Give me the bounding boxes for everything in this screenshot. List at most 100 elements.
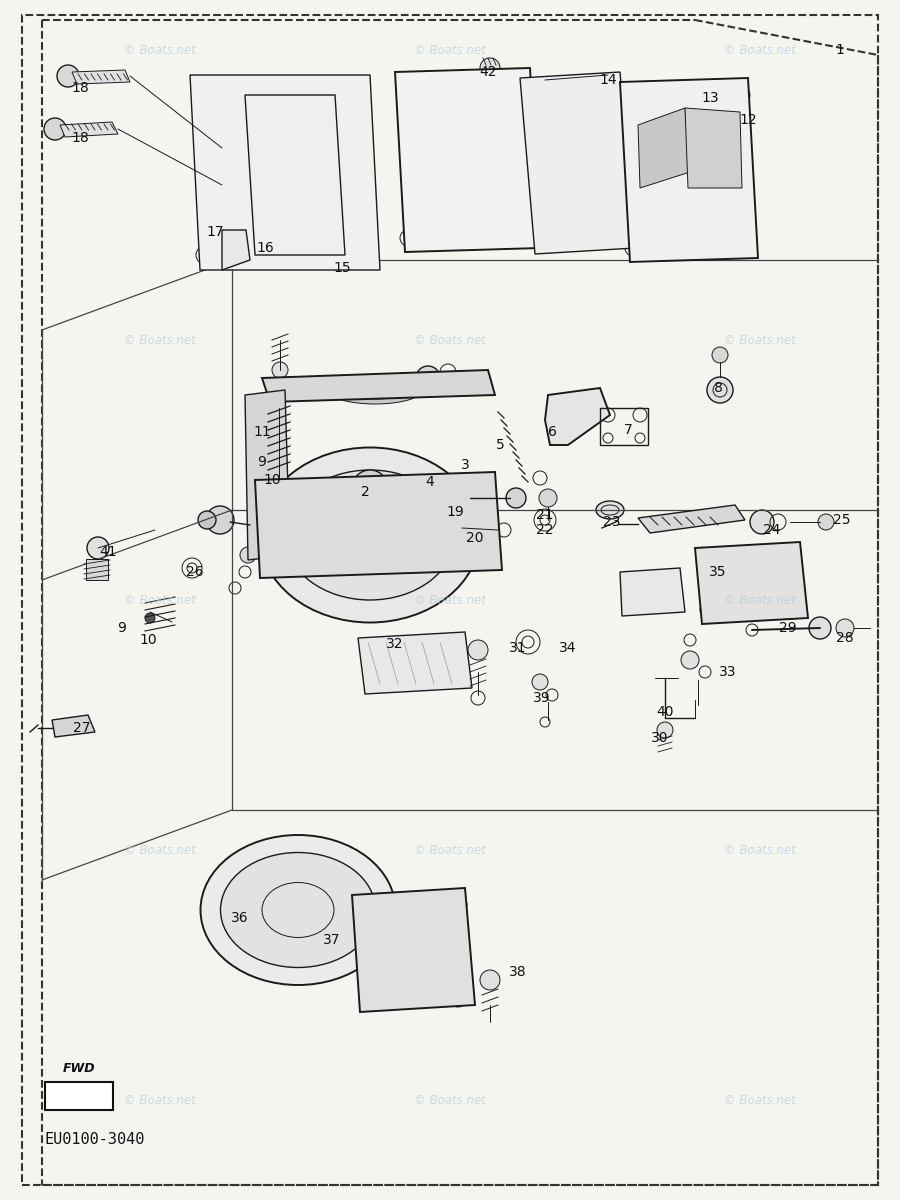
Text: 8: 8 <box>714 382 723 395</box>
Text: 10: 10 <box>140 634 157 647</box>
Polygon shape <box>358 632 472 694</box>
Text: 7: 7 <box>624 422 633 437</box>
Polygon shape <box>222 230 250 270</box>
Text: 31: 31 <box>509 641 526 655</box>
Circle shape <box>480 58 500 78</box>
Text: 24: 24 <box>763 523 781 538</box>
Text: FWD: FWD <box>63 1062 95 1074</box>
Text: 36: 36 <box>231 911 248 925</box>
Text: 41: 41 <box>99 545 117 559</box>
Text: 6: 6 <box>547 425 556 439</box>
Text: 15: 15 <box>333 260 351 275</box>
Polygon shape <box>245 95 345 254</box>
Circle shape <box>44 118 66 140</box>
Text: 18: 18 <box>71 131 89 145</box>
Bar <box>285 120 313 240</box>
Text: 35: 35 <box>709 565 727 578</box>
Circle shape <box>57 65 79 86</box>
Text: 1: 1 <box>835 43 844 56</box>
Text: 12: 12 <box>739 113 757 127</box>
Polygon shape <box>520 72 635 254</box>
Circle shape <box>442 518 462 538</box>
Text: 23: 23 <box>603 515 621 529</box>
Ellipse shape <box>716 556 784 608</box>
Text: © Boats.net: © Boats.net <box>724 844 796 857</box>
Text: 20: 20 <box>466 530 484 545</box>
Text: 16: 16 <box>256 241 274 254</box>
Text: 2: 2 <box>361 485 369 499</box>
Circle shape <box>506 488 526 508</box>
Text: © Boats.net: © Boats.net <box>724 594 796 606</box>
Ellipse shape <box>285 470 455 600</box>
Polygon shape <box>86 559 108 580</box>
Text: © Boats.net: © Boats.net <box>124 844 196 857</box>
Circle shape <box>273 475 283 485</box>
Circle shape <box>539 490 557 506</box>
Ellipse shape <box>637 581 667 602</box>
Circle shape <box>206 506 234 534</box>
Text: 34: 34 <box>559 641 577 655</box>
Text: 40: 40 <box>656 704 674 719</box>
Polygon shape <box>352 888 475 1012</box>
Polygon shape <box>545 388 610 445</box>
Text: 9: 9 <box>118 622 126 635</box>
Circle shape <box>198 511 216 529</box>
Text: 33: 33 <box>719 665 737 679</box>
Polygon shape <box>620 568 685 616</box>
Text: 10: 10 <box>263 473 281 487</box>
Circle shape <box>240 547 256 563</box>
Polygon shape <box>60 122 118 137</box>
Ellipse shape <box>260 448 480 623</box>
Polygon shape <box>395 68 540 252</box>
Text: 28: 28 <box>836 631 854 646</box>
Circle shape <box>809 617 831 638</box>
Text: 27: 27 <box>73 721 91 734</box>
Text: © Boats.net: © Boats.net <box>124 334 196 347</box>
Circle shape <box>480 970 500 990</box>
Text: © Boats.net: © Boats.net <box>414 334 486 347</box>
Text: 26: 26 <box>186 565 203 578</box>
Circle shape <box>272 362 288 378</box>
Text: 38: 38 <box>509 965 526 979</box>
Circle shape <box>145 613 155 623</box>
Text: 11: 11 <box>253 425 271 439</box>
Ellipse shape <box>220 852 375 967</box>
Ellipse shape <box>325 500 415 570</box>
Text: 39: 39 <box>533 691 551 704</box>
Text: 13: 13 <box>701 91 719 104</box>
Text: 4: 4 <box>426 475 435 490</box>
Polygon shape <box>262 370 495 402</box>
Text: 17: 17 <box>206 226 224 239</box>
Circle shape <box>446 486 470 510</box>
Polygon shape <box>695 542 808 624</box>
Polygon shape <box>255 472 502 578</box>
Circle shape <box>836 619 854 637</box>
Polygon shape <box>190 74 380 270</box>
Circle shape <box>750 510 774 534</box>
Text: © Boats.net: © Boats.net <box>414 844 486 857</box>
Text: © Boats.net: © Boats.net <box>414 43 486 56</box>
Text: © Boats.net: © Boats.net <box>724 1093 796 1106</box>
Polygon shape <box>638 505 745 533</box>
Circle shape <box>416 366 440 390</box>
Circle shape <box>87 538 109 559</box>
Text: 18: 18 <box>71 80 89 95</box>
Text: © Boats.net: © Boats.net <box>414 1093 486 1106</box>
Text: 37: 37 <box>323 934 341 947</box>
Text: 9: 9 <box>257 455 266 469</box>
Text: 21: 21 <box>536 508 554 522</box>
Circle shape <box>818 514 834 530</box>
Text: 42: 42 <box>479 65 497 79</box>
Polygon shape <box>245 390 290 560</box>
Ellipse shape <box>596 502 624 518</box>
Text: 32: 32 <box>386 637 404 650</box>
Polygon shape <box>685 108 742 188</box>
Polygon shape <box>620 78 758 262</box>
Text: 30: 30 <box>652 731 669 745</box>
Text: 19: 19 <box>446 505 464 518</box>
Bar <box>45 1082 113 1110</box>
Circle shape <box>707 377 733 403</box>
Polygon shape <box>52 715 95 737</box>
Circle shape <box>681 650 699 670</box>
Text: 22: 22 <box>536 523 554 538</box>
